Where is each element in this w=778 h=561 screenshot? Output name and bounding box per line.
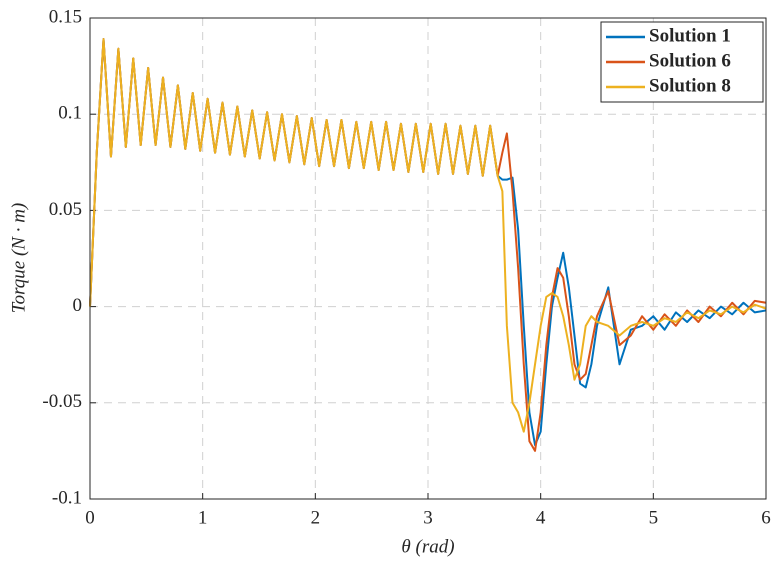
x-tick-label: 2 [311, 507, 321, 528]
y-tick-label: 0.1 [58, 103, 82, 124]
y-axis-label: Torque (N · m) [8, 203, 29, 314]
legend-label: Solution 1 [649, 25, 731, 46]
plot-frame [89, 17, 767, 500]
y-tick-label: -0.05 [42, 391, 82, 412]
y-tick-label: 0.15 [49, 6, 82, 27]
y-tick-label: 0.05 [49, 199, 82, 220]
y-tick-label: 0 [73, 295, 83, 316]
x-tick-label: 4 [536, 507, 546, 528]
x-tick-label: 6 [761, 507, 771, 528]
legend: Solution 1 Solution 6 Solution 8 [600, 21, 764, 103]
series-line [89, 38, 767, 433]
x-tick-label: 3 [423, 507, 433, 528]
y-tick-label: -0.1 [52, 487, 82, 508]
legend-label: Solution 6 [649, 50, 731, 71]
x-tick-label: 0 [85, 507, 95, 528]
legend-label: Solution 8 [649, 75, 731, 96]
x-tick-label: 5 [649, 507, 659, 528]
x-axis-label: θ (rad) [401, 536, 454, 557]
x-tick-label: 1 [198, 507, 208, 528]
